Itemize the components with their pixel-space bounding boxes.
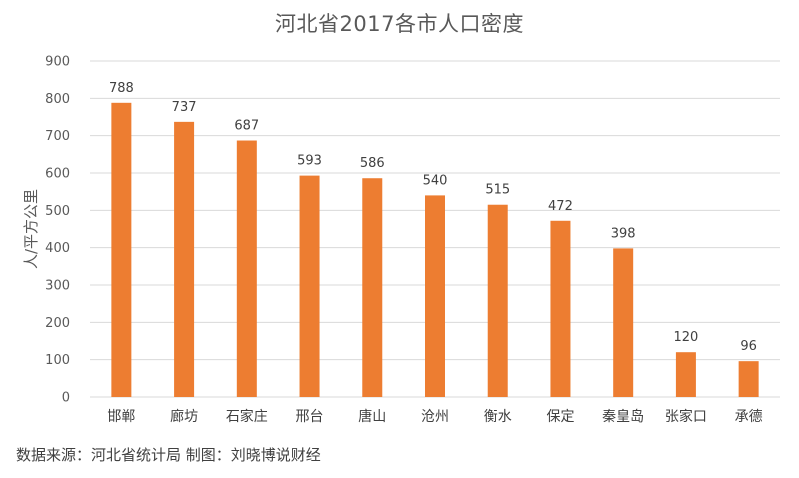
bar-7 (487, 204, 508, 397)
data-label: 737 (172, 100, 197, 115)
x-category-label: 唐山 (358, 408, 386, 425)
x-category-label: 衡水 (484, 409, 512, 425)
data-label: 586 (360, 156, 385, 171)
bar-1 (111, 102, 132, 398)
data-label: 398 (611, 226, 636, 241)
bar-8 (550, 220, 571, 397)
y-tick-label: 900 (45, 55, 70, 70)
y-tick-label: 100 (45, 353, 70, 368)
chart-title: 河北省2017各市人口密度 (275, 12, 524, 36)
y-tick-label: 800 (45, 92, 70, 107)
x-category-label: 邯郸 (107, 409, 135, 425)
bar-5 (362, 178, 383, 397)
bar-10 (675, 352, 696, 397)
y-tick-label: 500 (45, 204, 70, 219)
x-axis-categories: 邯郸 廊坊 石家庄 邢台 唐山 沧州 衡水 保定 秦皇岛 张家口 承德 (107, 408, 762, 425)
data-label: 788 (109, 81, 134, 96)
bar-4 (299, 175, 320, 397)
data-label: 687 (234, 119, 259, 134)
x-category-label: 石家庄 (226, 408, 268, 425)
y-tick-label: 300 (45, 279, 70, 294)
bars (111, 102, 759, 398)
y-tick-label: 400 (45, 241, 70, 256)
y-tick-label: 0 (62, 391, 70, 406)
y-tick-label: 200 (45, 316, 70, 331)
source-note: 数据来源：河北省统计局 制图：刘晓博说财经 (16, 446, 321, 464)
x-category-label: 廊坊 (170, 408, 198, 425)
data-label: 120 (673, 330, 698, 345)
data-label: 540 (423, 173, 448, 188)
x-category-label: 保定 (546, 409, 574, 425)
y-tick-label: 700 (45, 129, 70, 144)
y-axis-ticks: 0 100 200 300 400 500 600 700 800 900 (45, 55, 70, 406)
data-label: 515 (485, 183, 510, 198)
x-category-label: 秦皇岛 (602, 409, 644, 425)
bar-3 (236, 140, 257, 397)
y-tick-label: 600 (45, 167, 70, 182)
bar-11 (738, 361, 759, 397)
x-category-label: 承德 (735, 409, 763, 425)
bar-9 (613, 248, 634, 397)
data-label: 472 (548, 199, 573, 214)
bar-6 (425, 195, 445, 397)
x-category-label: 张家口 (665, 408, 707, 425)
bar-2 (174, 121, 195, 397)
data-label: 593 (297, 154, 322, 169)
data-labels: 788 737 687 593 586 540 515 472 398 120 96 (109, 81, 757, 354)
data-label: 96 (740, 339, 757, 354)
x-category-label: 邢台 (296, 409, 324, 425)
y-axis-title: 人/平方公里 (22, 189, 40, 269)
x-category-label: 沧州 (421, 408, 449, 425)
